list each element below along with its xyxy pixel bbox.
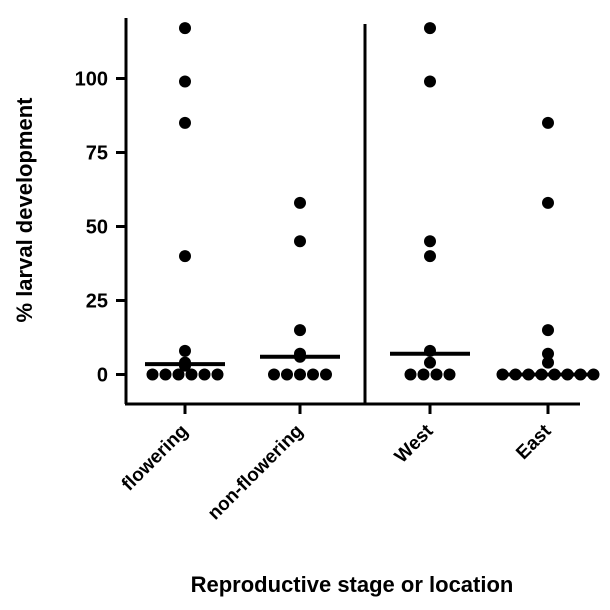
data-point — [179, 250, 191, 263]
data-point — [294, 368, 306, 381]
data-point — [179, 116, 191, 129]
y-axis-ticks: 0 25 50 75 100 — [75, 69, 126, 387]
data-point — [404, 368, 417, 381]
data-point — [417, 368, 430, 381]
x-tick-label: flowering — [118, 421, 193, 496]
data-point — [307, 368, 319, 381]
data-point — [281, 368, 293, 381]
data-point — [211, 368, 224, 381]
y-tick-label: 100 — [75, 69, 108, 91]
x-tick-label: non-flowering — [204, 421, 308, 525]
data-point — [294, 196, 306, 209]
data-point — [542, 116, 554, 129]
data-point — [542, 356, 554, 369]
data-point — [320, 368, 332, 381]
data-point — [424, 235, 436, 248]
data-point — [424, 356, 436, 369]
data-point — [198, 368, 211, 381]
y-tick-label: 50 — [86, 217, 108, 239]
x-axis-ticks: flowering non-flowering West East — [118, 404, 556, 524]
y-tick-label: 75 — [86, 143, 108, 165]
data-point — [542, 347, 554, 360]
y-axis-title: % larval development — [12, 97, 37, 323]
data-point — [268, 368, 280, 381]
x-axis-title: Reproductive stage or location — [191, 572, 514, 597]
y-tick-label: 25 — [86, 291, 108, 313]
data-point — [294, 235, 306, 248]
data-point — [172, 368, 185, 381]
x-tick-label: West — [391, 420, 438, 467]
x-tick-label: East — [512, 420, 556, 464]
data-point — [542, 324, 554, 337]
plot-marks — [145, 22, 600, 381]
data-point — [424, 250, 436, 263]
data-point — [159, 368, 172, 381]
data-point — [424, 22, 436, 35]
data-point — [185, 368, 198, 381]
data-point — [179, 75, 191, 88]
data-point — [294, 324, 306, 337]
data-point — [179, 22, 191, 35]
data-point — [179, 344, 191, 357]
data-point — [424, 75, 436, 88]
data-point — [443, 368, 456, 381]
data-point — [146, 368, 159, 381]
y-tick-label: 0 — [97, 365, 108, 387]
data-point — [587, 368, 600, 381]
data-point — [430, 368, 443, 381]
data-point — [542, 196, 554, 209]
data-point — [496, 368, 509, 381]
